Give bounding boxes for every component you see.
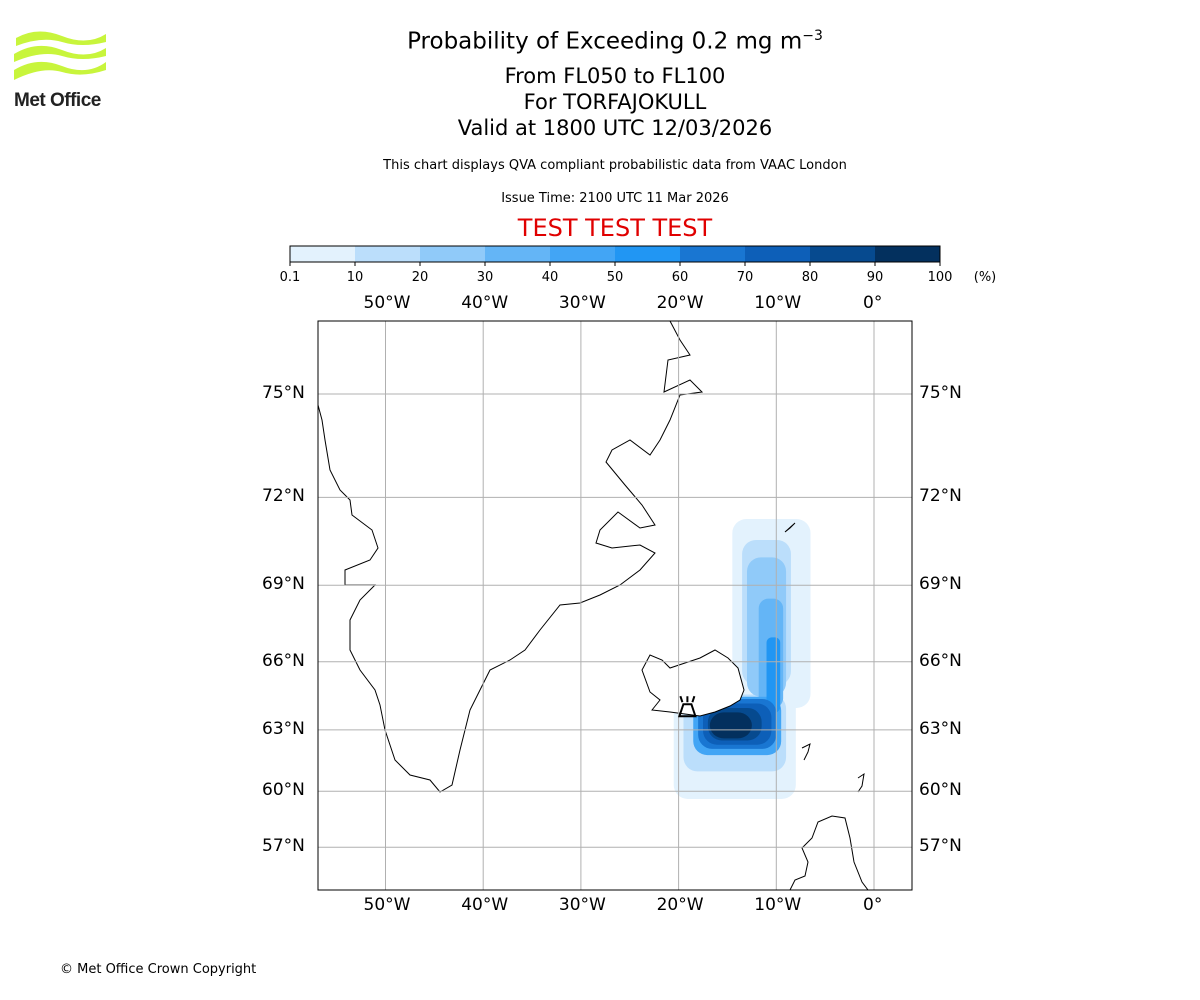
shetland-coast: [857, 772, 865, 793]
chart-title: Probability of Exceeding 0.2 mg m−3: [407, 28, 823, 55]
lon-tick-label-top: 10°W: [754, 293, 802, 313]
lon-tick-label-bottom: 0°: [863, 895, 883, 915]
colorbar-segment: [290, 246, 355, 262]
colorbar-segment: [615, 246, 680, 262]
lon-tick-label-top: 20°W: [656, 293, 704, 313]
logo-text: Met Office: [14, 90, 101, 111]
lat-tick-label-right: 75°N: [919, 383, 962, 403]
colorbar-segment: [355, 246, 420, 262]
colorbar-tick-label: 40: [541, 270, 559, 285]
test-banner: TEST TEST TEST: [517, 214, 713, 242]
colorbar-tick-label: 50: [606, 270, 624, 285]
colorbar-segment: [420, 246, 485, 262]
volcano-icon: [678, 695, 697, 718]
lat-tick-label-left: 69°N: [262, 574, 305, 595]
colorbar-unit: (%): [973, 270, 997, 285]
colorbar-tick-label: 70: [736, 270, 754, 285]
lat-tick-label-right: 69°N: [919, 574, 962, 595]
lat-tick-label-left: 57°N: [262, 836, 305, 857]
colorbar-segment: [550, 246, 615, 262]
lon-tick-label-bottom: 40°W: [461, 895, 509, 915]
lat-tick-label-right: 66°N: [919, 650, 962, 671]
lon-tick-label-top: 0°: [863, 293, 883, 313]
lat-tick-label-right: 57°N: [919, 836, 962, 857]
greenland-coast: [317, 320, 704, 793]
lat-tick-label-left: 72°N: [262, 486, 305, 507]
ash-probability-plume: [673, 519, 811, 800]
lat-tick-label-right: 63°N: [919, 718, 962, 739]
coastlines: [317, 320, 869, 891]
lon-tick-label-top: 30°W: [558, 293, 606, 313]
probability-cell: [709, 712, 752, 739]
colorbar-tick-label: 60: [671, 270, 689, 285]
lat-tick-label-left: 60°N: [262, 780, 305, 801]
faroe-coast: [801, 743, 811, 761]
met-office-logo: [14, 31, 106, 80]
lon-tick-label-top: 40°W: [461, 293, 509, 313]
colorbar-tick-label: 0.1: [279, 270, 301, 285]
lat-tick-label-right: 60°N: [919, 780, 962, 801]
colorbar-tick-label: 80: [801, 270, 819, 285]
jan-mayen-coast: [784, 522, 796, 533]
graticule: [318, 321, 912, 890]
issue-time: Issue Time: 2100 UTC 11 Mar 2026: [501, 191, 729, 206]
lon-tick-label-bottom: 10°W: [754, 895, 802, 915]
colorbar-tick-label: 20: [411, 270, 429, 285]
lat-tick-label-right: 72°N: [919, 486, 962, 507]
colorbar-tick-label: 90: [866, 270, 884, 285]
lat-tick-label-left: 63°N: [262, 718, 305, 739]
lon-tick-label-top: 50°W: [363, 293, 411, 313]
colorbar-segment: [485, 246, 550, 262]
colorbar-segment: [745, 246, 810, 262]
colorbar-segment: [875, 246, 940, 262]
map-frame: [317, 320, 913, 891]
lat-tick-label-left: 66°N: [262, 650, 305, 671]
lon-tick-label-bottom: 50°W: [363, 895, 411, 915]
scotland-coast: [789, 815, 869, 891]
colorbar: [289, 245, 941, 266]
valid-time: Valid at 1800 UTC 12/03/2026: [457, 116, 773, 140]
flight-levels: From FL050 to FL100: [504, 64, 726, 88]
lon-tick-label-bottom: 20°W: [656, 895, 704, 915]
copyright: © Met Office Crown Copyright: [60, 962, 257, 977]
colorbar-tick-label: 10: [346, 270, 364, 285]
subtitle: This chart displays QVA compliant probab…: [383, 158, 847, 173]
colorbar-segment: [680, 246, 745, 262]
colorbar-segment: [810, 246, 875, 262]
volcano-name: For TORFAJOKULL: [523, 90, 707, 114]
colorbar-tick-label: 30: [476, 270, 494, 285]
colorbar-tick-label: 100: [927, 270, 953, 285]
lon-tick-label-bottom: 30°W: [558, 895, 606, 915]
iceland-coast: [641, 649, 745, 717]
lat-tick-label-left: 75°N: [262, 383, 305, 403]
